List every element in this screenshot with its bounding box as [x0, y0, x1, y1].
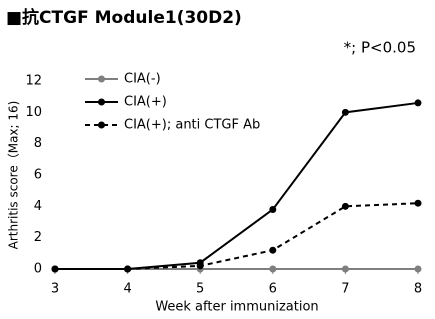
- y-tick-label: 10: [25, 105, 42, 120]
- x-axis-label: Week after immunization: [155, 300, 318, 315]
- x-tick-label: 6: [269, 282, 277, 297]
- series-line: [55, 101, 419, 270]
- legend-marker: [98, 75, 105, 83]
- data-point: [341, 202, 349, 210]
- data-point: [124, 265, 132, 273]
- x-tick-label: 8: [414, 282, 422, 297]
- data-point: [269, 246, 277, 254]
- data-point: [51, 265, 59, 273]
- data-point: [269, 265, 277, 273]
- data-point: [269, 205, 277, 213]
- x-tick-label: 4: [123, 282, 131, 297]
- x-tick-label: 3: [51, 282, 59, 297]
- x-tick-label: 7: [341, 282, 349, 297]
- y-axis-label: Arthritis score（Max; 16): [7, 101, 21, 250]
- y-tick-label: 2: [34, 230, 42, 245]
- x-tick-label: 5: [196, 282, 204, 297]
- legend-label: CIA(+): [124, 95, 167, 110]
- annotation: *; P<0.05: [344, 39, 416, 57]
- series-line: [55, 202, 419, 270]
- y-tick-label: 0: [34, 262, 42, 277]
- data-point: [414, 99, 422, 107]
- legend-marker: [98, 121, 105, 129]
- y-tick-label: 8: [34, 136, 42, 151]
- y-tick-label: 4: [34, 199, 42, 214]
- data-point: [414, 265, 422, 273]
- y-tick-label: 12: [25, 74, 42, 89]
- data-point: [341, 265, 349, 273]
- chart-title: ■抗CTGF Module1(30D2): [6, 7, 242, 28]
- data-point: [341, 108, 349, 116]
- data-point: [196, 262, 204, 270]
- legend-marker: [98, 98, 105, 106]
- legend-label: CIA(-): [124, 72, 161, 87]
- legend-label: CIA(+); anti CTGF Ab: [124, 118, 260, 133]
- data-point: [414, 199, 422, 207]
- y-tick-label: 6: [34, 168, 42, 183]
